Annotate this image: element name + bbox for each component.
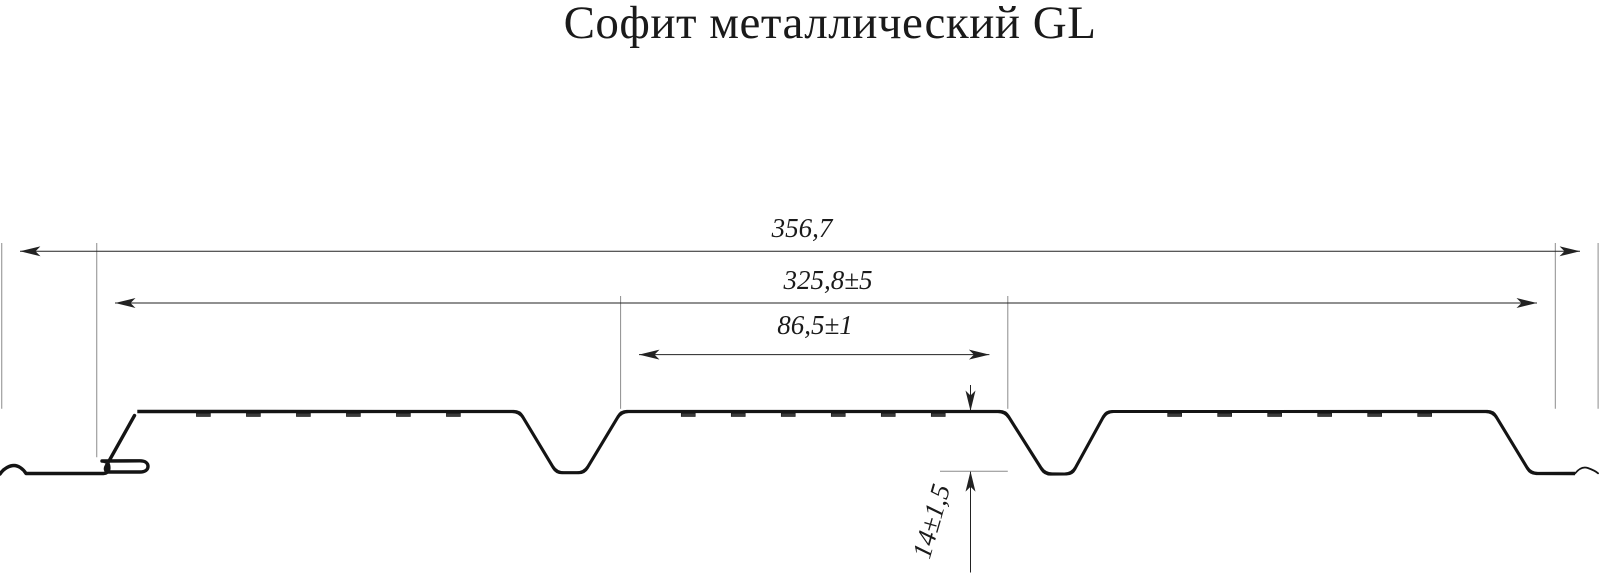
svg-text:86,5±1: 86,5±1: [777, 310, 853, 340]
svg-text:14±1,5: 14±1,5: [906, 481, 956, 562]
svg-text:356,7: 356,7: [771, 213, 834, 243]
svg-text:325,8±5: 325,8±5: [782, 265, 872, 295]
